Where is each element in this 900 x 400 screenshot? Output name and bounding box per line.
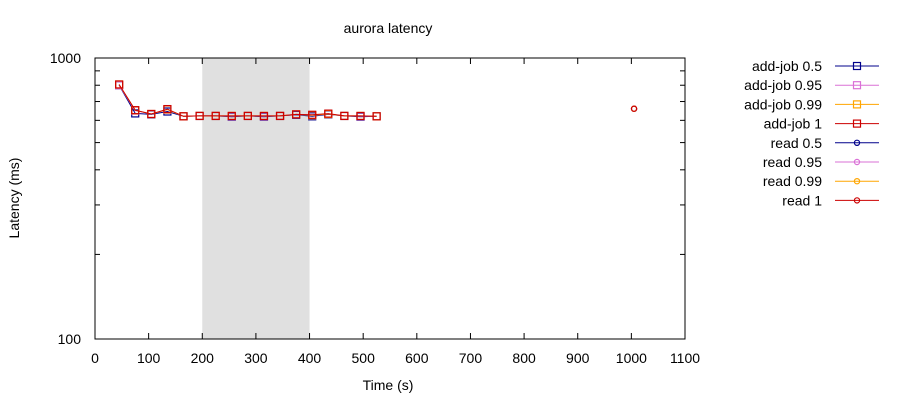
legend: add-job 0.5 add-job 0.95 add-job 0.99 add-j…: [744, 58, 879, 208]
x-tick-label: 0: [91, 350, 99, 366]
shaded-region: [202, 58, 309, 339]
x-tick-label: 400: [298, 350, 322, 366]
x-tick-label: 500: [352, 350, 376, 366]
x-tick-label: 100: [137, 350, 161, 366]
legend-label: add-job 0.5: [752, 58, 822, 74]
legend-label: add-job 0.99: [744, 96, 822, 112]
plot-border: [95, 58, 685, 339]
y-axis-title: Latency (ms): [6, 158, 22, 239]
chart-title: aurora latency: [344, 20, 433, 36]
x-tick-label: 1000: [616, 350, 647, 366]
legend-item: add-job 0.5: [752, 58, 879, 74]
x-tick-label: 1100: [670, 350, 700, 366]
y-tick-label: 1000: [50, 50, 81, 66]
series-read-1: [631, 106, 636, 111]
legend-label: add-job 0.95: [744, 77, 822, 93]
x-tick-label: 700: [459, 350, 483, 366]
x-tick-label: 900: [566, 350, 590, 366]
legend-item: read 0.95: [763, 154, 879, 170]
x-tick-label: 800: [512, 350, 536, 366]
legend-item: add-job 0.99: [744, 96, 879, 112]
x-tick-label: 300: [244, 350, 268, 366]
legend-label: read 1: [782, 192, 822, 208]
legend-item: read 0.99: [763, 173, 879, 189]
plot-area: 0 100 200 300 400 500 600 700 800 900 1000 1100 100 1…: [50, 50, 700, 366]
legend-item: add-job 0.95: [744, 77, 879, 93]
legend-item: read 1: [782, 192, 879, 208]
x-tick-label: 200: [191, 350, 215, 366]
legend-item: add-job 1: [764, 116, 879, 132]
legend-label: read 0.95: [763, 154, 822, 170]
data-point: [631, 106, 636, 111]
x-tick-label: 600: [405, 350, 429, 366]
legend-item: read 0.5: [771, 135, 879, 151]
x-axis-title: Time (s): [363, 377, 414, 393]
legend-label: read 0.5: [771, 135, 823, 151]
legend-label: add-job 1: [764, 116, 823, 132]
legend-label: read 0.99: [763, 173, 822, 189]
y-tick-label: 100: [58, 331, 82, 347]
